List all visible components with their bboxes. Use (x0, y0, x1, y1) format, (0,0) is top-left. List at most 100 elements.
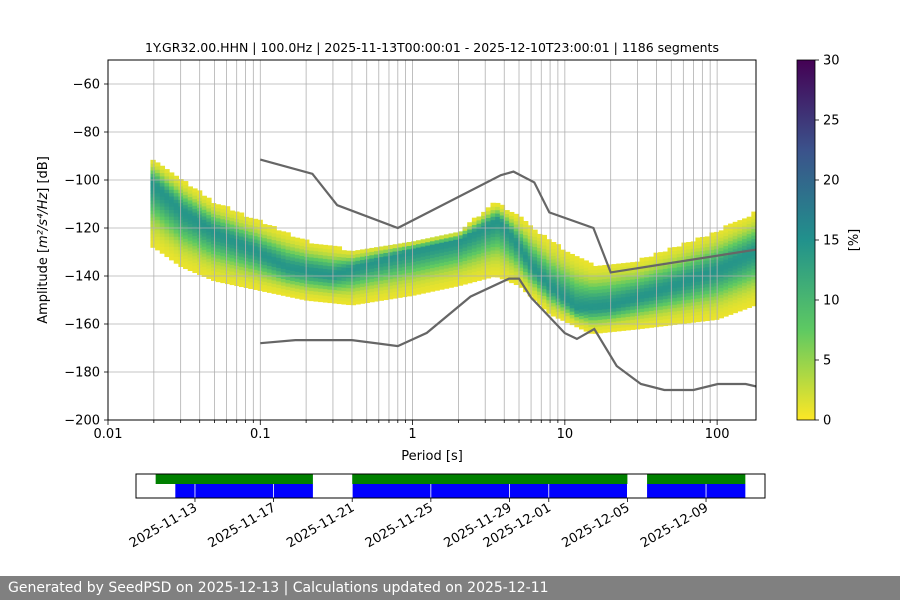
heatmap-cell (686, 275, 692, 280)
heatmap-cell (220, 259, 226, 263)
heatmap-cell (150, 230, 156, 235)
heatmap-cell (546, 292, 552, 297)
heatmap-cell (481, 242, 487, 247)
heatmap-cell (751, 241, 756, 246)
heatmap-cell (560, 276, 566, 281)
heatmap-cell (252, 235, 259, 240)
heatmap-cell (509, 272, 515, 277)
heatmap-cell (523, 241, 529, 246)
heatmap-cell (695, 298, 701, 302)
heatmap-cell (602, 302, 608, 306)
heatmap-cell (280, 231, 287, 236)
heatmap-cell (425, 255, 431, 260)
heatmap-cell (448, 236, 454, 241)
heatmap-cell (374, 294, 380, 299)
heatmap-cell (327, 295, 333, 300)
heatmap-cell (304, 273, 310, 278)
heatmap-cell (695, 314, 701, 319)
heatmap-cell (728, 284, 734, 289)
heatmap-cell (728, 233, 734, 238)
heatmap-cell (583, 277, 589, 282)
heatmap-cell (220, 275, 226, 280)
heatmap-cell (644, 324, 650, 329)
heatmap-cell (485, 214, 492, 218)
heatmap-cell (346, 254, 352, 258)
heatmap-cell (732, 282, 738, 287)
heatmap-cell (667, 304, 673, 309)
heatmap-cell (206, 221, 212, 226)
heatmap-cell (527, 232, 534, 236)
heatmap-cell (751, 225, 756, 229)
heatmap-cell (742, 251, 748, 256)
heatmap-cell (276, 247, 282, 252)
heatmap-cell (369, 254, 375, 259)
heatmap-cell (341, 300, 347, 305)
heatmap-cell (169, 242, 175, 247)
heatmap-cell (672, 314, 678, 319)
heatmap-cell (551, 302, 557, 307)
heatmap-cell (173, 189, 179, 194)
heatmap-cell (625, 282, 631, 287)
heatmap-cell (192, 215, 198, 220)
heatmap-cell (159, 222, 166, 227)
heatmap-cell (383, 296, 389, 301)
heatmap-cell (215, 247, 221, 252)
heatmap-cell (476, 246, 482, 251)
heatmap-cell (523, 271, 529, 276)
heatmap-cell (271, 236, 277, 241)
heatmap-cell (360, 282, 366, 287)
heatmap-cell (238, 259, 245, 264)
heatmap-cell (490, 246, 496, 251)
heatmap-cell (388, 278, 394, 283)
heatmap-cell (583, 270, 589, 275)
heatmap-cell (215, 278, 221, 283)
heatmap-cell (374, 270, 380, 275)
heatmap-cell (574, 299, 580, 304)
heatmap-cell (709, 292, 715, 297)
heatmap-cell (308, 280, 315, 285)
heatmap-cell (192, 245, 198, 250)
heatmap-cell (560, 310, 566, 315)
heatmap-cell (495, 270, 501, 275)
heatmap-cell (541, 234, 547, 239)
heatmap-cell (406, 272, 412, 277)
heatmap-cell (169, 239, 175, 244)
heatmap-cell (243, 216, 249, 221)
heatmap-cell (592, 282, 599, 287)
heatmap-cell (728, 230, 734, 235)
heatmap-cell (662, 305, 669, 310)
heatmap-cell (672, 253, 678, 258)
heatmap-cell (155, 185, 161, 190)
heatmap-cell (499, 275, 506, 280)
heatmap-cell (318, 284, 324, 289)
heatmap-cell (504, 213, 510, 218)
heatmap-cell (672, 270, 678, 275)
heatmap-cell (280, 241, 287, 246)
heatmap-cell (714, 285, 720, 290)
heatmap-cell (220, 208, 226, 213)
heatmap-cell (513, 234, 520, 238)
heatmap-cell (192, 255, 198, 260)
heatmap-cell (499, 245, 506, 250)
heatmap-cell (746, 256, 752, 261)
heatmap-cell (606, 298, 613, 303)
heatmap-cell (639, 287, 645, 292)
heatmap-cell (662, 295, 669, 300)
heatmap-cell (560, 300, 566, 305)
heatmap-cell (374, 290, 380, 295)
heatmap-cell (644, 314, 650, 319)
heatmap-cell (411, 261, 417, 266)
heatmap-cell (471, 241, 478, 246)
heatmap-cell (695, 294, 701, 299)
heatmap-cell (206, 241, 212, 246)
heatmap-cell (150, 183, 156, 188)
heatmap-cell (155, 202, 161, 207)
heatmap-cell (397, 290, 403, 295)
heatmap-cell (676, 273, 683, 278)
heatmap-cell (471, 234, 478, 239)
heatmap-cell (509, 245, 515, 250)
heatmap-cell (173, 253, 179, 257)
heatmap-cell (648, 270, 655, 274)
heatmap-cell (397, 246, 403, 251)
